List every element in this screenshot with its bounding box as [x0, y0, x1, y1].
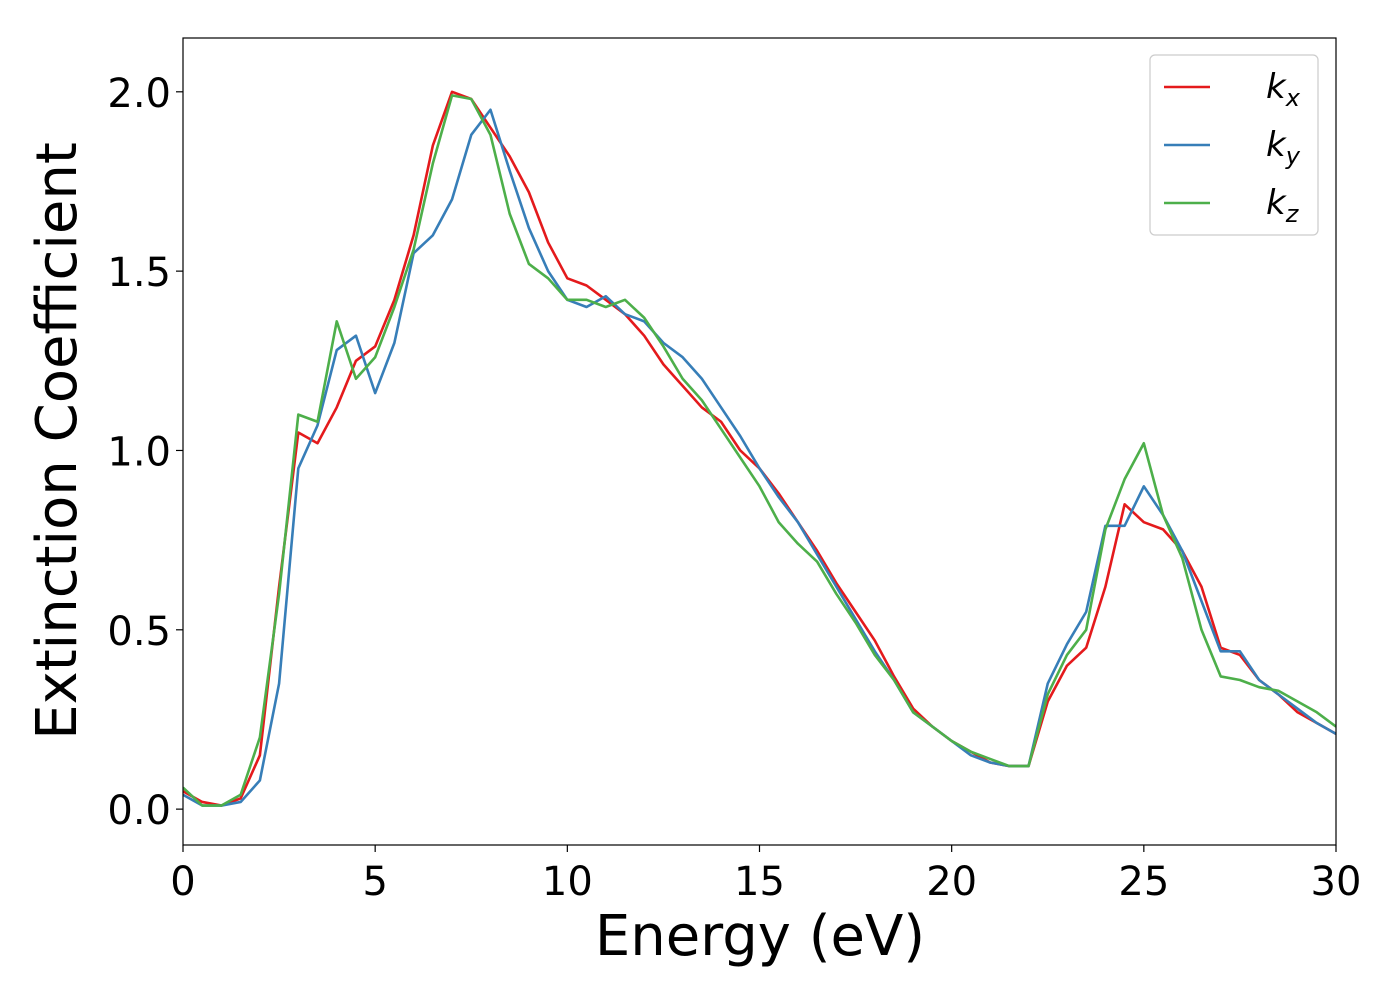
data-line [183, 108, 1336, 807]
legend-box [1149, 54, 1319, 236]
x-tick-label: 25 [1118, 859, 1169, 905]
legend-label-sub: x [1285, 84, 1301, 112]
legend-label: ky [1266, 125, 1301, 170]
legend-label-sub: z [1285, 200, 1300, 228]
x-tick-label: 5 [362, 859, 387, 905]
x-tick-label: 20 [926, 859, 977, 905]
legend-label: kx [1266, 67, 1301, 112]
plot-frame [182, 37, 1337, 846]
data-line [183, 94, 1336, 807]
x-tick-label: 10 [542, 859, 593, 905]
legend-label: kz [1266, 183, 1300, 228]
legend-label-main: k [1266, 67, 1287, 107]
legend-label-main: k [1266, 183, 1287, 223]
legend-label-sub: y [1285, 142, 1301, 170]
y-tick-label: 0.5 [107, 609, 171, 655]
x-axis-label: Energy (eV) [595, 904, 925, 969]
y-tick-label: 1.0 [107, 429, 171, 475]
y-tick-label: 0.0 [107, 788, 171, 834]
x-tick-label: 30 [1311, 859, 1362, 905]
y-axis-label: Extinction Coefficient [25, 142, 90, 740]
legend-label-main: k [1266, 125, 1287, 165]
x-tick-label: 0 [170, 859, 195, 905]
y-tick-label: 2.0 [107, 71, 171, 117]
x-tick-label: 15 [734, 859, 785, 905]
y-tick-label: 1.5 [107, 250, 171, 296]
